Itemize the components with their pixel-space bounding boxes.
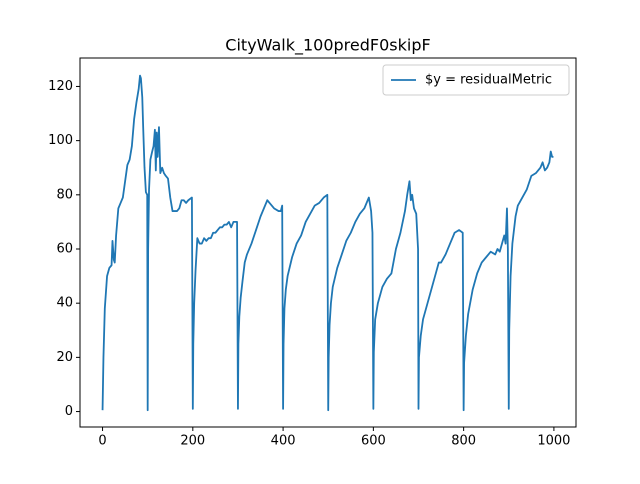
x-tick-label: 1000 <box>537 434 570 449</box>
y-tick-label: 60 <box>56 242 73 257</box>
axes-frame <box>79 57 577 428</box>
y-tick-label: 40 <box>56 296 73 311</box>
plot-area <box>101 74 554 412</box>
y-tick-label: 100 <box>48 133 73 148</box>
legend-label: $y = residualMetric <box>425 73 552 88</box>
y-tick-label: 80 <box>56 187 73 202</box>
x-tick-label: 0 <box>98 434 106 449</box>
y-tick-label: 0 <box>65 404 73 419</box>
x-tick-label: 400 <box>271 434 296 449</box>
chart-title: CityWalk_100predF0skipF <box>225 36 430 56</box>
x-tick-label: 200 <box>180 434 205 449</box>
legend-box <box>382 64 570 96</box>
x-tick-label: 800 <box>451 434 476 449</box>
y-tick-label: 120 <box>48 79 73 94</box>
x-tick-label: 600 <box>361 434 386 449</box>
y-tick-label: 20 <box>56 350 73 365</box>
data-line <box>101 74 554 412</box>
